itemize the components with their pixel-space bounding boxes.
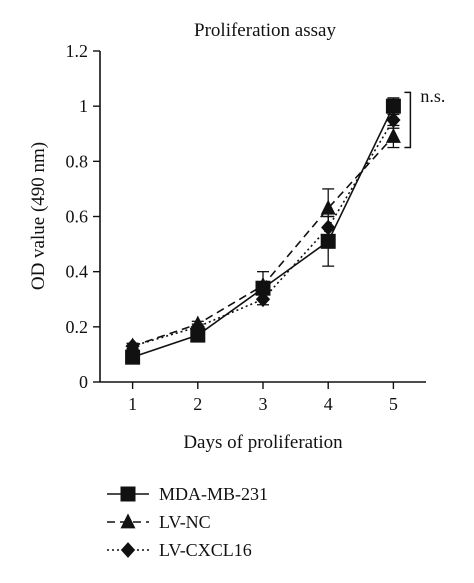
- diamond-marker: [386, 112, 401, 128]
- legend-item: MDA-MB-231: [107, 484, 268, 504]
- y-tick-label: 1.2: [66, 41, 89, 61]
- triangle-marker: [255, 276, 271, 292]
- y-tick-label: 0.2: [66, 317, 89, 337]
- annotation-layer: n.s.: [404, 86, 445, 149]
- legend-diamond-marker: [120, 542, 136, 558]
- diamond-marker: [190, 318, 205, 335]
- legend-label: LV-NC: [159, 512, 211, 532]
- square-marker: [385, 98, 401, 114]
- legend-label: LV-CXCL16: [159, 540, 252, 560]
- series-line: [132, 105, 395, 358]
- series-mda-mb-231: [125, 97, 401, 365]
- x-tick-label: 1: [128, 394, 137, 414]
- series-layer: [125, 97, 401, 365]
- y-tick-label: 0.8: [66, 151, 89, 171]
- y-tick-label: 0.6: [66, 207, 89, 227]
- legend-square-marker: [120, 486, 136, 502]
- legend: MDA-MB-231 LV-NC LV-CXCL16: [107, 484, 268, 560]
- diamond-marker: [255, 291, 271, 308]
- x-tick-label: 4: [324, 394, 333, 414]
- legend-item: LV-NC: [107, 512, 211, 532]
- x-axis-label: Days of proliferation: [183, 432, 343, 453]
- significance-bracket: [404, 91, 412, 149]
- y-tick-label: 1: [79, 96, 88, 116]
- y-axis-label: OD value (490 nm): [28, 142, 49, 290]
- triangle-marker: [385, 127, 401, 143]
- series-lv-cxcl16: [125, 111, 401, 355]
- y-tick-label: 0: [79, 372, 88, 392]
- x-tick-label: 3: [259, 394, 268, 414]
- y-tick-label: 0.4: [66, 262, 89, 282]
- significance-label: n.s.: [420, 86, 445, 106]
- x-tick-label: 5: [389, 394, 398, 414]
- diamond-marker: [125, 338, 140, 355]
- legend-label: MDA-MB-231: [159, 484, 268, 504]
- diamond-marker: [321, 219, 336, 236]
- square-marker: [190, 327, 206, 343]
- legend-triangle-marker: [120, 513, 136, 529]
- series-line: [132, 135, 394, 347]
- axes: 0 0.2 0.4 0.6 0.8 1 1.2 1 2 3 4 5: [66, 41, 426, 414]
- chart-title: Proliferation assay: [194, 20, 336, 41]
- x-tick-label: 2: [193, 394, 202, 414]
- series-line: [132, 119, 395, 347]
- series-lv-nc: [125, 124, 401, 353]
- triangle-marker: [320, 199, 336, 215]
- legend-item: LV-CXCL16: [107, 540, 252, 560]
- square-marker: [125, 349, 141, 365]
- square-marker: [320, 233, 336, 249]
